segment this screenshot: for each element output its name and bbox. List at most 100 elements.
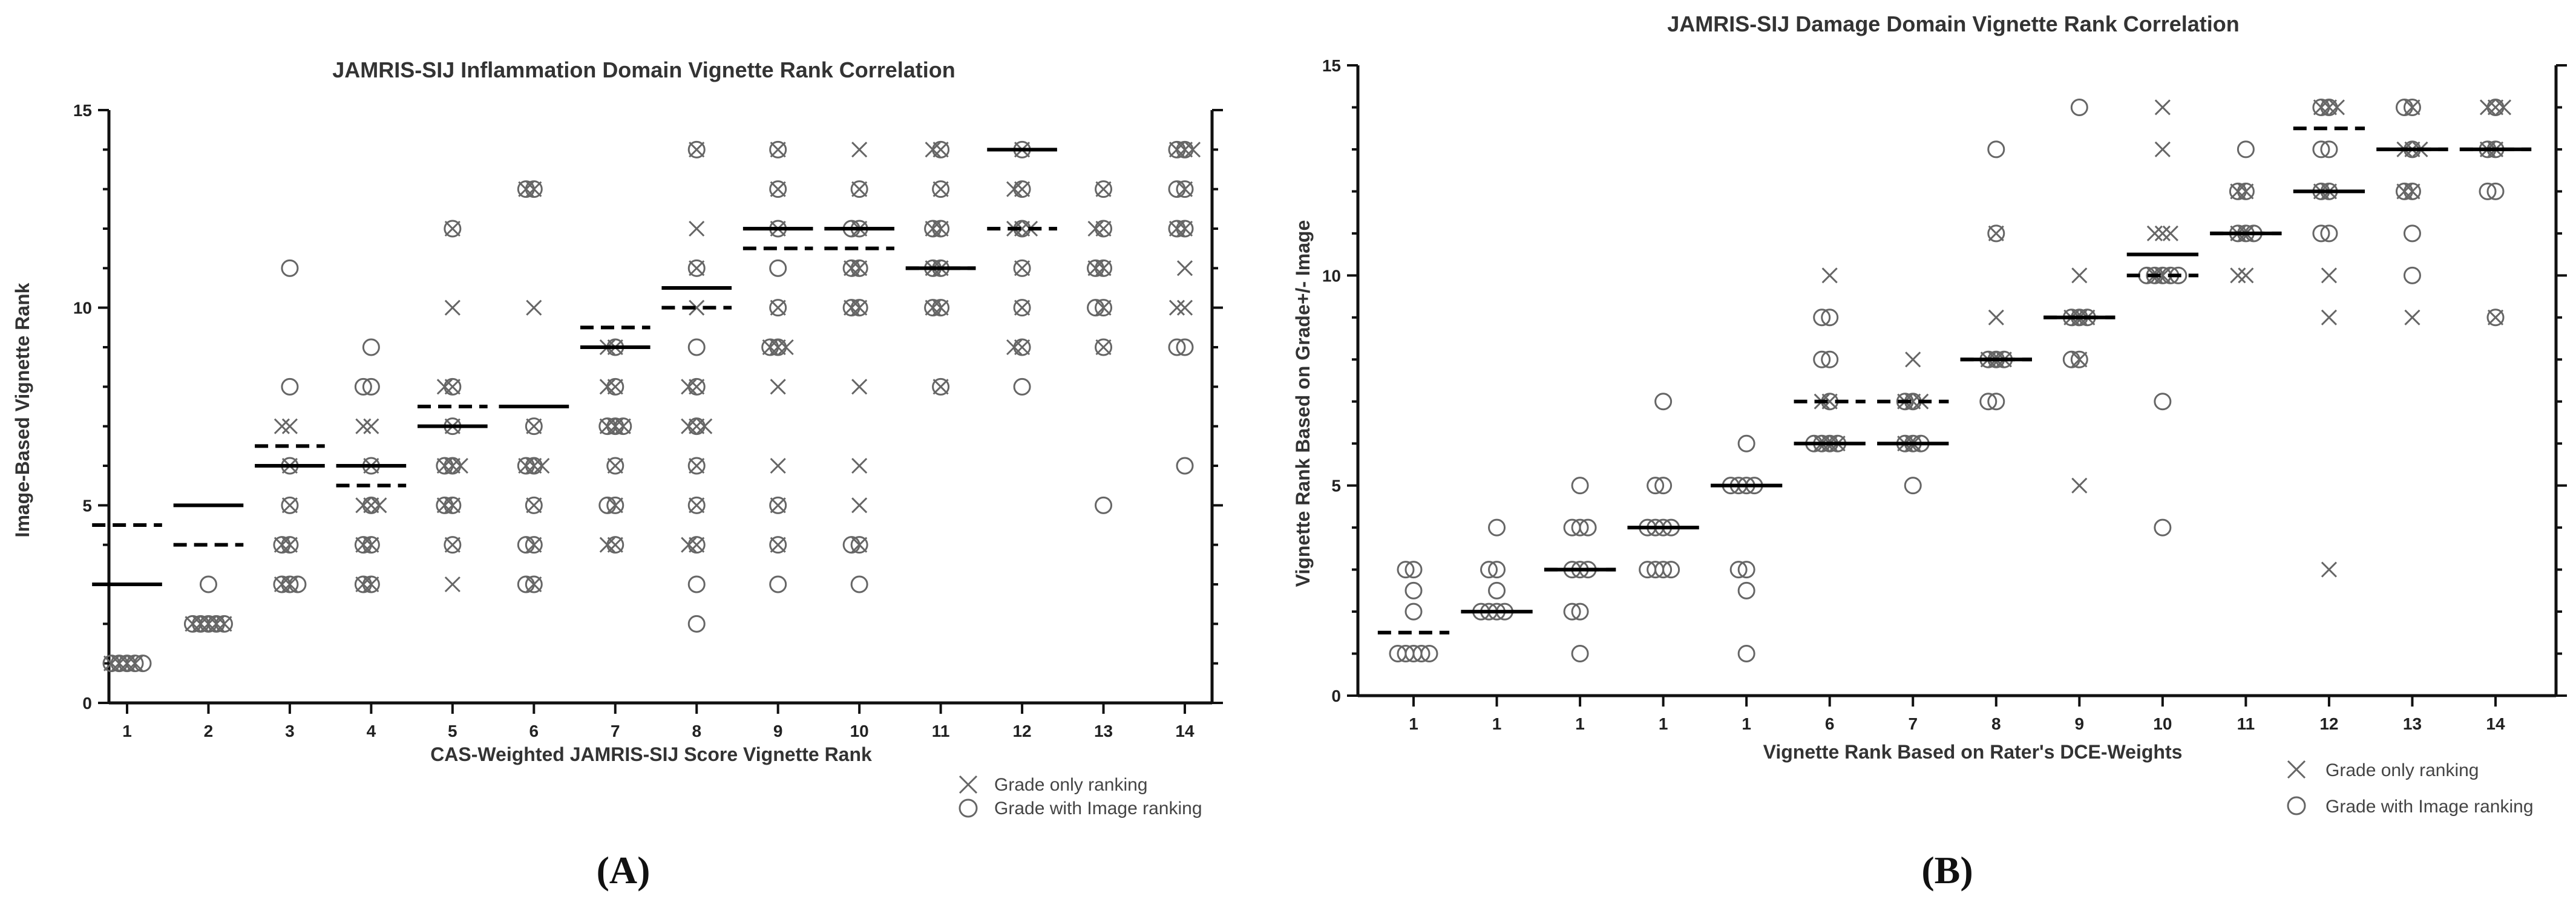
- data-point-grade-image: [2320, 98, 2338, 116]
- data-point-grade-only: [1176, 260, 1193, 276]
- data-point-grade-only: [932, 142, 949, 158]
- data-point-grade-image: [289, 575, 307, 593]
- data-point-grade-image: [1896, 393, 1914, 411]
- x-tick-label: 5: [448, 722, 457, 740]
- x-tick-label: 8: [692, 722, 701, 740]
- x-tick-label: 2: [204, 722, 214, 740]
- data-point-grade-image: [606, 536, 624, 554]
- data-point-grade-only: [689, 299, 705, 316]
- data-point-grade-image: [687, 575, 706, 593]
- data-point-grade-image: [2486, 309, 2505, 327]
- y-tick-label: 5: [82, 496, 92, 515]
- x-tick-label: 14: [2486, 714, 2505, 733]
- data-point-grade-image: [436, 496, 454, 514]
- x-tick-label: 1: [1575, 714, 1585, 733]
- data-point-grade-image: [2320, 224, 2338, 243]
- data-point-grade-image: [932, 140, 950, 158]
- chart-title: JAMRIS-SIJ Inflammation Domain Vignette …: [332, 57, 955, 82]
- data-point-grade-only: [2321, 267, 2337, 284]
- data-point-grade-image: [769, 259, 787, 277]
- data-point-grade-image: [769, 299, 787, 317]
- data-point-grade-image: [2486, 98, 2505, 116]
- x-tick-label: 11: [932, 722, 950, 740]
- data-point-grade-image: [2154, 393, 2172, 411]
- data-point-grade-image: [281, 377, 299, 396]
- x-tick-label: 3: [285, 722, 295, 740]
- data-point-grade-image: [687, 536, 706, 554]
- data-point-grade-only: [444, 537, 460, 553]
- data-point-grade-image: [850, 536, 868, 554]
- data-point-grade-image: [1821, 350, 1839, 368]
- x-tick-label: 6: [1825, 714, 1835, 733]
- y-tick-label: 15: [73, 101, 92, 120]
- x-tick-label: 1: [1742, 714, 1751, 733]
- data-point-grade-image: [842, 299, 860, 317]
- x-tick-label: 1: [1409, 714, 1418, 733]
- data-point-grade-image: [1095, 220, 1113, 238]
- data-point-grade-image: [1987, 140, 2005, 158]
- data-point-grade-image: [215, 615, 233, 633]
- data-point-grade-image: [1821, 309, 1839, 327]
- x-tick-label: 1: [1492, 714, 1502, 733]
- data-point-grade-image: [850, 180, 868, 198]
- data-point-grade-only: [1176, 299, 1193, 316]
- data-point-grade-image: [1013, 259, 1031, 277]
- data-point-grade-image: [1979, 393, 1998, 411]
- data-point-grade-only: [526, 418, 542, 434]
- data-point-grade-image: [1737, 561, 1755, 579]
- x-tick-label: 7: [611, 722, 620, 740]
- data-point-grade-only: [689, 142, 705, 158]
- data-point-grade-image: [2312, 140, 2330, 158]
- data-point-grade-only: [2071, 267, 2088, 284]
- panel-label-a: (A): [597, 849, 651, 892]
- data-point-grade-image: [444, 220, 462, 238]
- data-point-grade-image: [2062, 350, 2080, 368]
- data-point-grade-only: [689, 497, 705, 514]
- data-point-grade-only: [770, 142, 786, 158]
- data-point-grade-image: [1176, 180, 1194, 198]
- data-point-grade-image: [444, 457, 462, 475]
- data-point-grade-image: [281, 575, 299, 593]
- data-point-grade-image: [1404, 602, 1423, 621]
- panel-a: JAMRIS-SIJ Inflammation Domain Vignette …: [11, 57, 1223, 892]
- data-point-grade-image: [2237, 182, 2255, 200]
- data-point-grade-image: [687, 615, 706, 633]
- data-point-grade-image: [687, 417, 706, 436]
- y-tick-label: 15: [1322, 56, 1341, 75]
- data-point-grade-image: [1087, 299, 1105, 317]
- data-point-grade-only: [1014, 181, 1031, 197]
- data-point-grade-image: [525, 536, 543, 554]
- data-point-grade-only: [1014, 299, 1031, 316]
- x-tick-label: 10: [2153, 714, 2172, 733]
- data-point-grade-image: [281, 536, 299, 554]
- data-point-grade-image: [1013, 338, 1031, 356]
- data-point-grade-only: [2154, 141, 2171, 157]
- data-point-grade-image: [842, 536, 860, 554]
- data-point-grade-only: [526, 497, 542, 514]
- data-point-grade-image: [1095, 338, 1113, 356]
- data-point-grade-image: [2395, 182, 2413, 200]
- data-point-grade-image: [2312, 224, 2330, 243]
- data-point-grade-only: [689, 457, 705, 474]
- x-tick-label: 1: [1659, 714, 1668, 733]
- data-point-grade-only: [2162, 225, 2178, 241]
- x-tick-label: 9: [2075, 714, 2085, 733]
- legend-grade-only: Grade only ranking: [2325, 760, 2479, 780]
- data-point-grade-image: [924, 299, 942, 317]
- data-point-grade-only: [851, 142, 868, 158]
- data-point-grade-image: [1404, 581, 1423, 599]
- y-axis-label: Vignette Rank Based on Grade+/- Image: [1292, 220, 1314, 587]
- data-point-grade-image: [1639, 561, 1657, 579]
- data-point-grade-only: [2146, 225, 2163, 241]
- data-point-grade-only: [2238, 267, 2254, 284]
- data-point-grade-image: [1176, 338, 1194, 356]
- data-point-grade-image: [761, 338, 779, 356]
- data-point-grade-image: [614, 417, 632, 436]
- data-point-grade-only: [607, 457, 623, 474]
- data-point-grade-image: [606, 377, 624, 396]
- data-point-grade-image: [1168, 180, 1186, 198]
- x-tick-label: 10: [850, 722, 869, 740]
- x-tick-label: 7: [1908, 714, 1918, 733]
- data-point-grade-only: [770, 181, 786, 197]
